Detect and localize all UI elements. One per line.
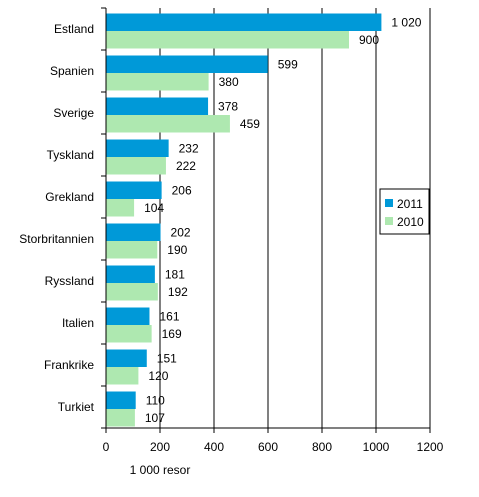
category-label: Spanien bbox=[50, 64, 94, 78]
category-label: Sverige bbox=[53, 106, 94, 120]
bar-2010-frankrike bbox=[106, 367, 139, 385]
bar-2011-estland bbox=[106, 13, 382, 31]
category-label: Storbritannien bbox=[19, 232, 94, 246]
bar-2010-tyskland bbox=[106, 157, 166, 175]
legend-label: 2011 bbox=[397, 197, 423, 211]
bar-2010-sverige bbox=[106, 115, 230, 133]
value-label: 202 bbox=[171, 225, 191, 239]
value-label: 161 bbox=[159, 309, 179, 323]
category-label: Grekland bbox=[45, 190, 94, 204]
value-label: 232 bbox=[179, 141, 199, 155]
category-label: Ryssland bbox=[45, 274, 94, 288]
bars bbox=[106, 13, 382, 427]
legend-box bbox=[379, 188, 430, 235]
value-label: 181 bbox=[165, 267, 185, 281]
bar-2010-ryssland bbox=[106, 283, 158, 301]
x-tick-label: 1200 bbox=[417, 440, 444, 454]
bar-2011-frankrike bbox=[106, 349, 147, 367]
legend-label: 2010 bbox=[397, 215, 424, 229]
bar-2011-ryssland bbox=[106, 265, 155, 283]
category-label: Frankrike bbox=[44, 358, 94, 372]
category-label: Tyskland bbox=[47, 148, 94, 162]
legend-swatch-2010 bbox=[385, 217, 393, 225]
legend-swatch-2011 bbox=[385, 199, 393, 207]
value-label: 169 bbox=[162, 327, 182, 341]
value-label: 190 bbox=[167, 243, 187, 257]
value-label: 599 bbox=[278, 57, 298, 71]
x-tick-label: 600 bbox=[258, 440, 278, 454]
x-axis-title: 1 000 resor bbox=[130, 463, 191, 477]
bar-2010-turkiet bbox=[106, 409, 135, 427]
value-label: 110 bbox=[146, 393, 165, 407]
grid-lines bbox=[159, 8, 431, 428]
value-label: 222 bbox=[176, 159, 196, 173]
value-label: 104 bbox=[144, 201, 164, 215]
bar-2010-estland bbox=[106, 31, 349, 49]
value-label: 378 bbox=[218, 99, 238, 113]
bar-2011-spanien bbox=[106, 55, 268, 73]
category-label: Italien bbox=[62, 316, 94, 330]
bar-2011-turkiet bbox=[106, 391, 136, 409]
value-label: 151 bbox=[157, 351, 177, 365]
bar-2011-tyskland bbox=[106, 139, 169, 157]
category-label: Turkiet bbox=[58, 400, 95, 414]
value-label: 192 bbox=[168, 285, 188, 299]
category-label: Estland bbox=[54, 22, 94, 36]
legend: 2011 2010 bbox=[379, 188, 430, 235]
bar-2010-italien bbox=[106, 325, 152, 343]
bar-2010-storbritannien bbox=[106, 241, 158, 259]
value-label: 1 020 bbox=[391, 15, 421, 29]
x-tick-label: 1000 bbox=[363, 440, 390, 454]
value-label: 120 bbox=[148, 369, 168, 383]
bar-2010-grekland bbox=[106, 199, 135, 217]
x-tick-label: 800 bbox=[312, 440, 332, 454]
bar-2011-storbritannien bbox=[106, 223, 161, 241]
bar-2011-sverige bbox=[106, 97, 209, 115]
axes: 0 200 400 600 800 1000 1200 1 000 resor bbox=[101, 7, 444, 477]
value-label: 459 bbox=[240, 117, 260, 131]
value-label: 380 bbox=[219, 75, 239, 89]
value-label: 900 bbox=[359, 33, 379, 47]
bar-2011-italien bbox=[106, 307, 150, 325]
x-tick-label: 0 bbox=[103, 440, 110, 454]
x-tick-label: 200 bbox=[150, 440, 170, 454]
value-label: 206 bbox=[172, 183, 192, 197]
x-tick-label: 400 bbox=[204, 440, 224, 454]
bar-2010-spanien bbox=[106, 73, 209, 91]
bar-2011-grekland bbox=[106, 181, 162, 199]
value-label: 107 bbox=[145, 411, 165, 425]
